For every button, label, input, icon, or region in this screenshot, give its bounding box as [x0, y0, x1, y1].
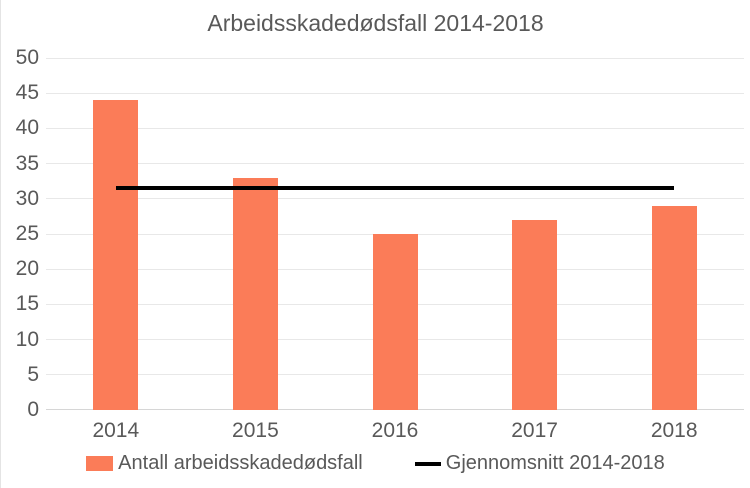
- gridline-45: [46, 92, 744, 94]
- y-tick-label-5: 5: [27, 362, 39, 386]
- y-tick-label-0: 0: [27, 398, 39, 421]
- average-line-swatch-icon: [414, 461, 441, 466]
- chart-title: Arbeidsskadedødsfall 2014-2018: [207, 10, 544, 36]
- bar-series-swatch-icon: [86, 456, 114, 471]
- y-tick-label-10: 10: [15, 327, 39, 351]
- bar-2016: [372, 234, 418, 410]
- y-tick-label-35: 35: [15, 151, 39, 175]
- bar-2014: [93, 100, 139, 410]
- y-tick-label-20: 20: [15, 257, 39, 281]
- y-tick-label-30: 30: [15, 186, 39, 210]
- y-tick-label-15: 15: [15, 292, 39, 316]
- gridline-50: [46, 57, 744, 59]
- y-tick-label-50: 50: [15, 46, 39, 69]
- y-tick-label-40: 40: [15, 116, 39, 140]
- gridline-30: [46, 198, 744, 200]
- legend-item-average-line: Gjennomsnitt 2014-2018: [414, 452, 665, 475]
- legend-label-bar-series: Antall arbeidsskadedødsfall: [118, 452, 363, 474]
- y-tick-label-25: 25: [15, 222, 39, 245]
- average-line: [115, 185, 675, 190]
- bar-2015: [232, 177, 278, 410]
- gridline-40: [46, 127, 744, 129]
- x-tick-label-2016: 2016: [371, 419, 419, 442]
- gridline-35: [46, 163, 744, 165]
- x-tick-label-2014: 2014: [92, 419, 140, 442]
- bar-2018: [651, 205, 697, 410]
- x-tick-label-2017: 2017: [511, 419, 558, 442]
- legend: Antall arbeidsskadedødsfall Gjennomsnitt…: [1, 452, 750, 475]
- x-tick-label-2015: 2015: [232, 419, 279, 442]
- y-tick-label-45: 45: [15, 81, 39, 105]
- legend-item-bar-series: Antall arbeidsskadedødsfall: [86, 452, 363, 475]
- plot-area: [46, 57, 744, 410]
- x-tick-label-2018: 2018: [650, 419, 698, 442]
- bar-2017: [512, 219, 558, 410]
- legend-label-average-line: Gjennomsnitt 2014-2018: [445, 452, 665, 474]
